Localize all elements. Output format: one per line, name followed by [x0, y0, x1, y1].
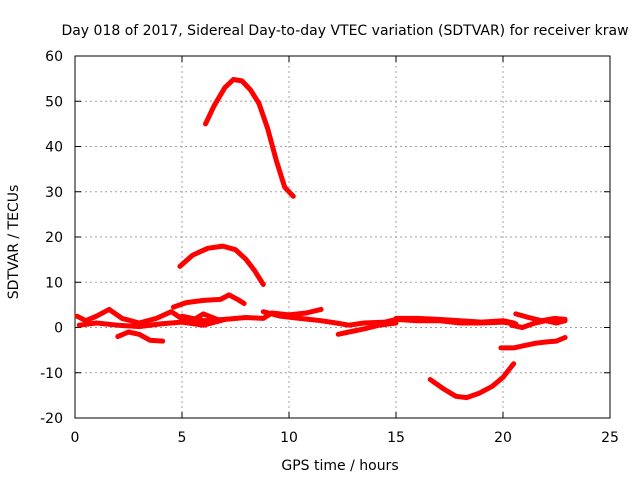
- series-arc-neg-a: [115, 329, 166, 344]
- x-tick-label: 15: [387, 430, 405, 446]
- series-arc-mid: [177, 243, 266, 287]
- y-axis-label: SDTVAR / TECUs: [6, 185, 22, 300]
- y-tick-label: 40: [45, 140, 63, 156]
- x-tick-label: 25: [601, 430, 619, 446]
- chart-title: Day 018 of 2017, Sidereal Day-to-day VTE…: [61, 23, 628, 39]
- y-tick-label: -10: [40, 366, 63, 382]
- grid-lines: [75, 56, 610, 418]
- x-tick-label: 5: [178, 430, 187, 446]
- series-arc-neg-c: [498, 335, 568, 351]
- series-arc-high: [203, 77, 296, 199]
- series-arc-late-2: [513, 311, 568, 324]
- series-arc-baseline-6: [393, 315, 517, 326]
- series-arc-baseline-2: [76, 316, 228, 330]
- y-tick-label: 30: [45, 185, 63, 201]
- y-tick-label: 50: [45, 94, 63, 110]
- x-tick-label: 10: [280, 430, 298, 446]
- series-arc-neg-b: [427, 361, 517, 401]
- y-tick-label: 60: [45, 49, 63, 65]
- x-tick-label: 20: [494, 430, 512, 446]
- y-tick-label: 10: [45, 275, 63, 291]
- series-arc-baseline-5: [335, 320, 399, 337]
- series-group: [74, 77, 568, 401]
- x-axis-label: GPS time / hours: [281, 458, 398, 474]
- series-arc-baseline-3: [179, 306, 324, 324]
- y-tick-label: -20: [40, 411, 63, 427]
- series-arc-low-a: [170, 292, 247, 310]
- x-tick-label: 0: [71, 430, 80, 446]
- y-tick-label: 0: [54, 321, 63, 337]
- axis-ticks: 0 5 10 15 20 25 -20 -10 0 10 20 30 40 50 60: [40, 49, 619, 446]
- y-tick-label: 20: [45, 230, 63, 246]
